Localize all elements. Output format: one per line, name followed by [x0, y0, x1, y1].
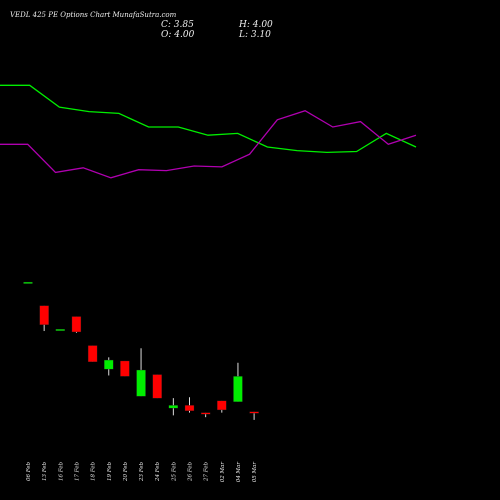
x-tick-label: 24 Feb [155, 462, 161, 483]
x-tick-label: 05 Mar [252, 462, 258, 483]
candle-body [39, 305, 49, 325]
candle-body [184, 405, 195, 411]
candle-body [136, 369, 146, 397]
x-tick-label: 17 Feb [74, 462, 80, 482]
x-tick-label: 19 Feb [107, 462, 113, 482]
x-tick-label: 06 Feb [26, 462, 32, 482]
candle-body [71, 316, 82, 333]
x-tick-label: 02 Mar [220, 462, 226, 483]
candle-body [168, 405, 179, 409]
candle-body [104, 359, 114, 370]
x-tick-label: 23 Feb [139, 462, 145, 483]
candle-body [87, 345, 98, 363]
candle-body [217, 400, 227, 411]
x-tick-label: 26 Feb [188, 462, 194, 483]
candle-body [23, 281, 33, 284]
candle-body [233, 376, 243, 402]
x-tick-label: 27 Feb [204, 462, 210, 483]
x-tick-label: 25 Feb [171, 462, 177, 483]
open-value: O: 4.00 [161, 30, 195, 40]
x-tick-label: 16 Feb [58, 462, 64, 482]
x-tick-label: 18 Feb [91, 462, 97, 482]
overlay-line-1 [0, 84, 417, 154]
x-tick-label: 04 Mar [236, 462, 242, 483]
low-value: L: 3.10 [239, 30, 271, 40]
chart-title: VEDL 425 PE Options Chart MunafaSutra.co… [10, 11, 177, 19]
close-value: C: 3.85 [161, 20, 194, 30]
candle-body [152, 374, 162, 399]
candle-body [249, 411, 259, 414]
overlay-line-2 [0, 109, 417, 179]
candle-body [55, 329, 65, 331]
candle-body [200, 412, 211, 415]
high-value: H: 4.00 [239, 20, 273, 30]
candle-body [120, 360, 130, 377]
x-tick-label: 13 Feb [42, 462, 48, 482]
x-tick-label: 20 Feb [123, 462, 129, 483]
